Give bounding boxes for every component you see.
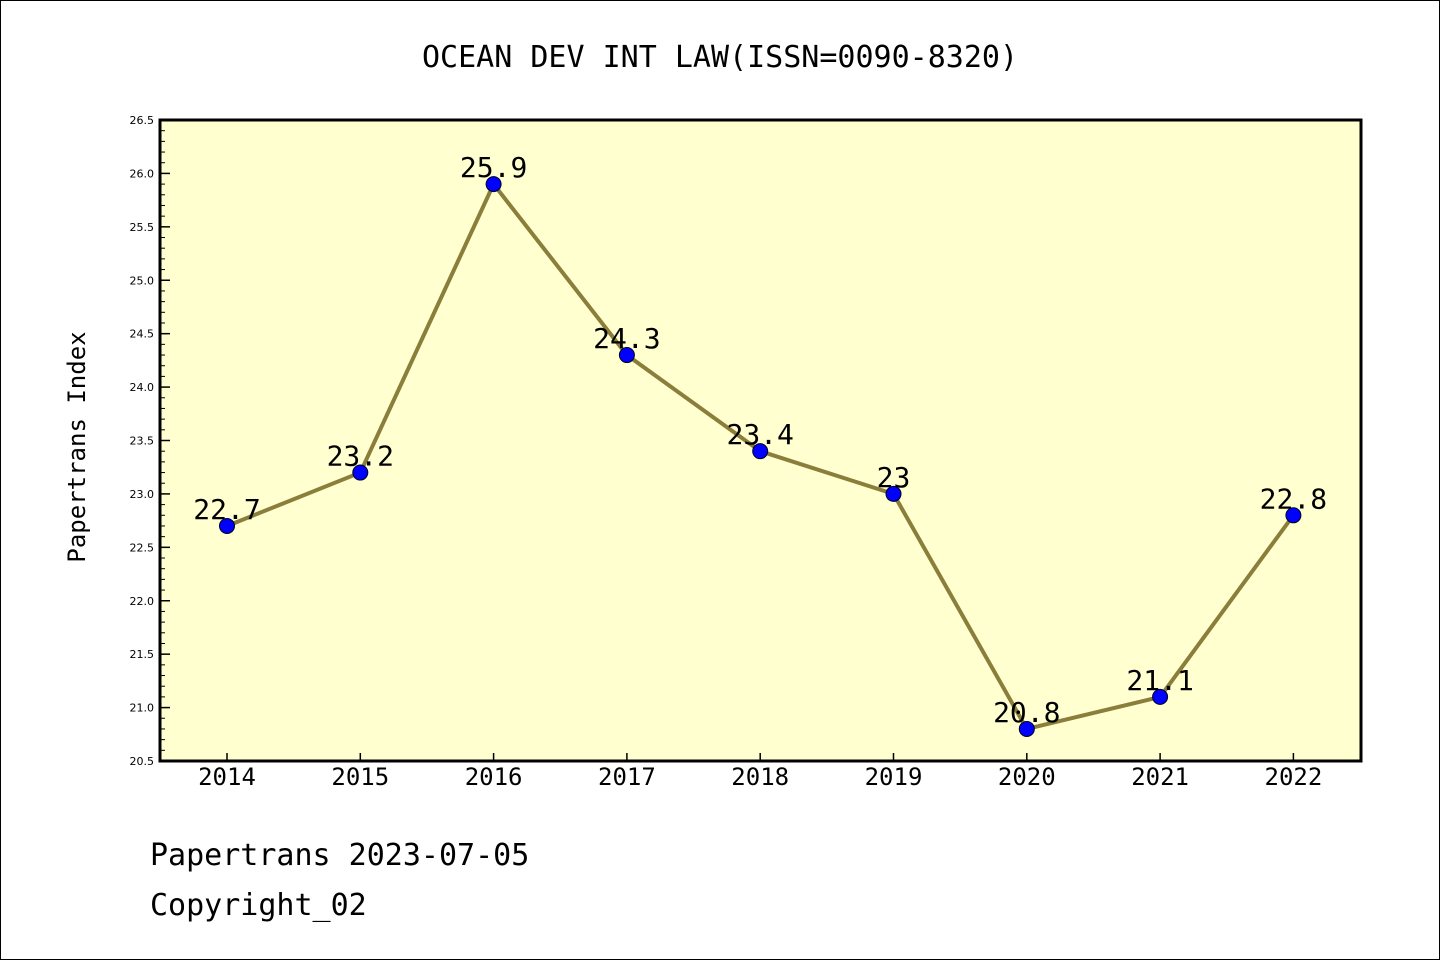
x-tick-label: 2021 <box>1131 763 1189 791</box>
y-tick-label: 21.0 <box>130 702 155 715</box>
x-tick-label: 2016 <box>465 763 523 791</box>
x-tick-label: 2014 <box>198 763 256 791</box>
y-tick-label: 20.5 <box>130 755 155 768</box>
data-point-marker <box>752 443 769 460</box>
x-tick-label: 2022 <box>1265 763 1323 791</box>
y-tick-label: 23.0 <box>130 488 155 501</box>
data-label: 22.7 <box>193 493 260 526</box>
x-axis-ticks: 2014 2015 2016 2017 2018 2019 2020 2021 2022 <box>198 753 1322 791</box>
y-tick-label: 22.0 <box>130 595 155 608</box>
data-label: 25.9 <box>460 151 527 184</box>
data-label: 22.8 <box>1260 482 1327 515</box>
data-label: 23 <box>877 461 911 494</box>
y-axis-label: Papertrans Index <box>63 331 91 562</box>
chart-title: OCEAN DEV INT LAW(ISSN=0090-8320) <box>422 40 1018 75</box>
data-point-marker <box>219 517 235 534</box>
data-point-marker <box>1285 507 1302 524</box>
data-markers <box>219 176 1302 737</box>
data-label: 20.8 <box>993 696 1060 729</box>
data-labels: 22.7 23.2 25.9 24.3 23.4 23 20.8 21.1 22.8 <box>193 151 1327 729</box>
data-point-marker <box>1018 720 1035 737</box>
y-tick-label: 25.0 <box>130 274 155 287</box>
y-tick-label: 22.5 <box>130 541 155 554</box>
data-point-marker <box>1152 688 1169 705</box>
y-tick-label: 25.5 <box>130 221 155 234</box>
data-point-marker <box>885 485 902 502</box>
data-point-marker <box>485 176 502 193</box>
footer-date-text: Papertrans 2023-07-05 <box>150 838 529 873</box>
y-tick-label: 24.0 <box>130 381 155 394</box>
x-tick-label: 2018 <box>731 763 789 791</box>
data-label: 23.2 <box>327 440 394 473</box>
data-point-marker <box>352 464 369 481</box>
y-tick-label: 21.5 <box>130 648 155 661</box>
data-point-marker <box>618 347 635 364</box>
y-axis-ticks: 20.5 21.0 21.5 22.0 22.5 23.0 23.5 24.0 24.5 25.0… <box>130 114 170 768</box>
y-tick-label: 26.0 <box>130 167 155 180</box>
plot-area <box>160 120 1361 761</box>
x-tick-label: 2015 <box>331 763 389 791</box>
y-tick-label: 26.5 <box>130 114 155 127</box>
y-tick-label: 23.5 <box>130 435 155 448</box>
y-tick-label: 24.5 <box>130 328 155 341</box>
data-label: 23.4 <box>726 418 793 451</box>
x-tick-label: 2019 <box>865 763 923 791</box>
data-label: 21.1 <box>1126 664 1193 697</box>
plot-border <box>158 118 1363 763</box>
data-label: 24.3 <box>593 322 660 355</box>
x-tick-label: 2017 <box>598 763 656 791</box>
x-tick-label: 2020 <box>998 763 1056 791</box>
footer-copyright-text: Copyright_02 <box>150 888 367 923</box>
